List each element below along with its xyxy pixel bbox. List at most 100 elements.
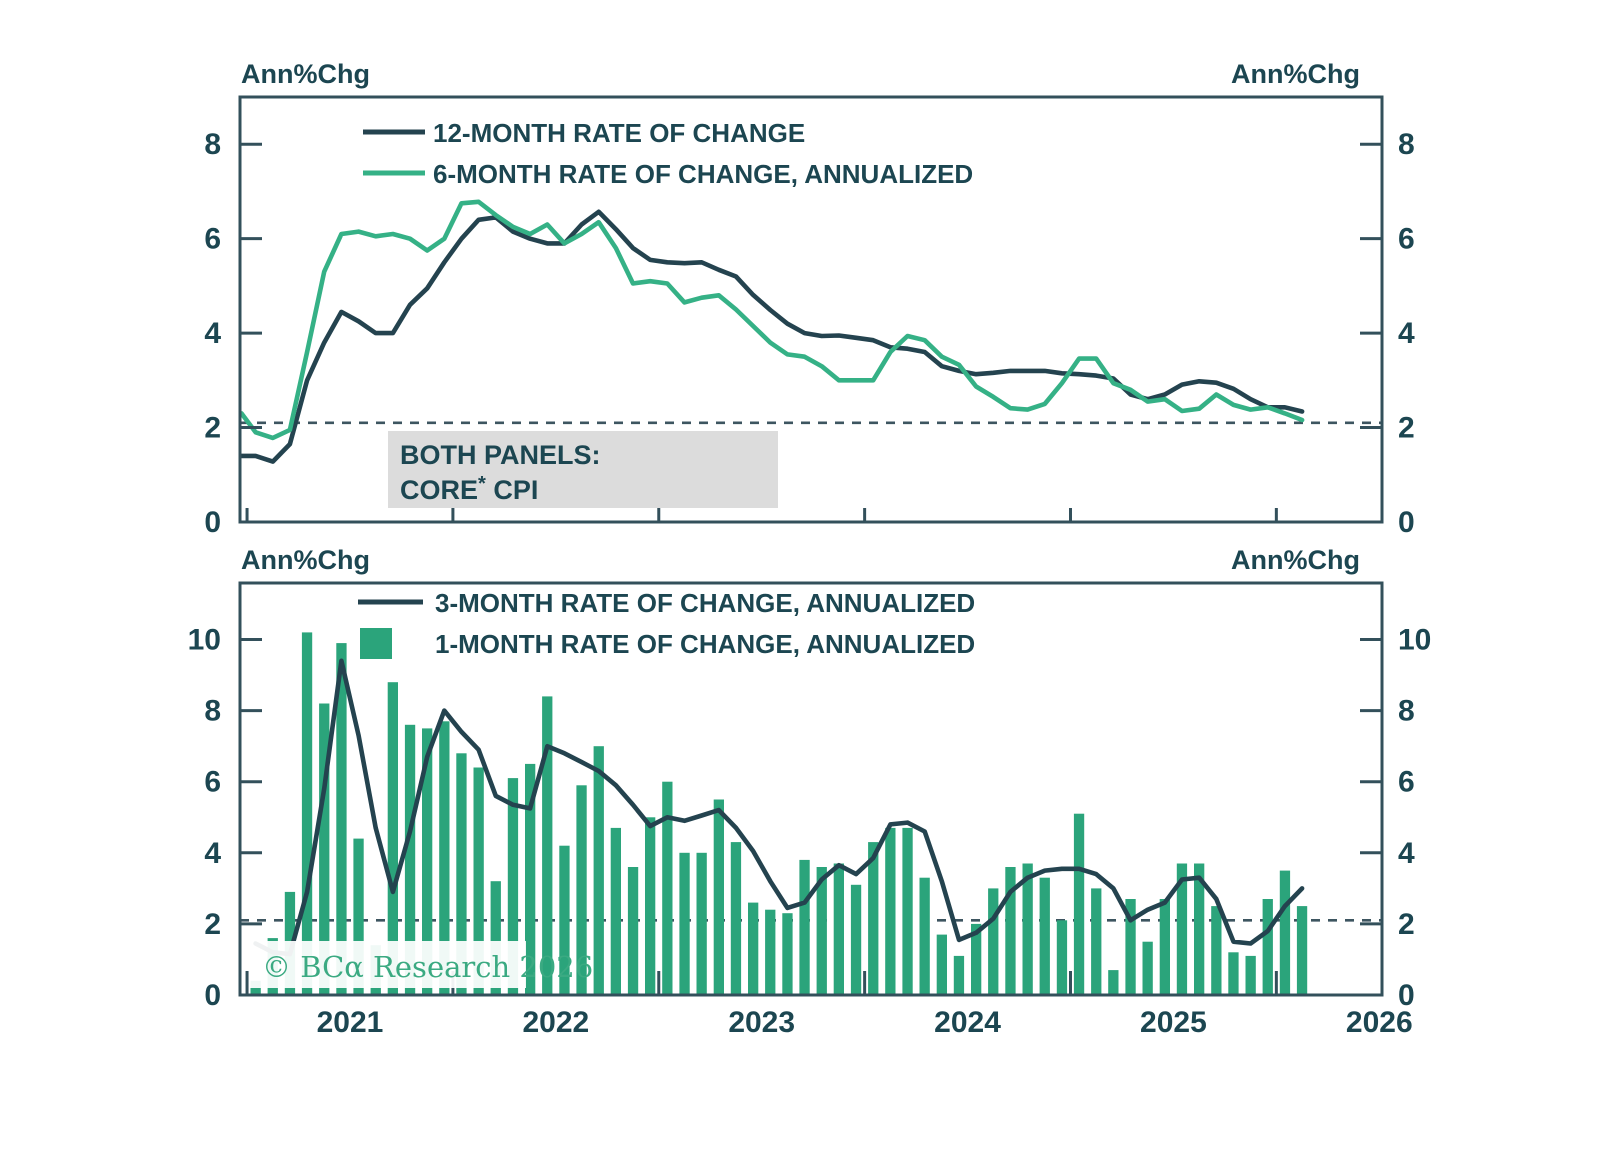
x-axis-year-label: 2026 (1346, 1006, 1413, 1039)
legend-label: 3-MONTH RATE OF CHANGE, ANNUALIZED (435, 588, 975, 618)
bar (799, 859, 810, 995)
y-axis-label-right: 4 (1398, 837, 1415, 870)
bar (490, 881, 501, 995)
y-axis-label-left: 6 (204, 223, 221, 256)
6-month-rate-of-change-annualized-line (239, 199, 1305, 441)
bar (336, 643, 347, 995)
bar (387, 682, 398, 995)
y-axis-label-left: 2 (204, 908, 221, 941)
legend-label: 1-MONTH RATE OF CHANGE, ANNUALIZED (435, 629, 975, 659)
bar (1005, 867, 1016, 995)
y-axis-label-left: 4 (204, 837, 221, 870)
y-axis-label-right: 6 (1398, 766, 1415, 799)
bar (456, 753, 467, 995)
x-axis-year-label: 2024 (934, 1006, 1001, 1039)
bar (1279, 870, 1291, 995)
panel-border (238, 581, 1384, 997)
bar (1091, 888, 1102, 995)
y-axis-label-right: 8 (1398, 695, 1415, 728)
y-axis-label-right: 4 (1398, 317, 1415, 350)
x-axis-year-label: 2022 (522, 1006, 589, 1039)
watermark-text: © BCα Research 2026 (262, 950, 593, 984)
axis-unit-label-right: Ann%Chg (1231, 59, 1360, 89)
x-axis-year-label: 2021 (317, 1006, 384, 1039)
top-panel: BOTH PANELS:CORE* CPI 0 0 2 2 4 4 6 6 8 8 Ann%Chg An… (204, 59, 1415, 539)
bar (507, 778, 519, 995)
y-axis-label-right: 2 (1398, 908, 1415, 941)
3-month-rate-of-change-annualized-line (253, 658, 1305, 957)
y-axis-label-left: 6 (204, 766, 221, 799)
y-axis-label-left: 0 (204, 506, 221, 539)
bar (1125, 899, 1136, 995)
bar (885, 827, 896, 995)
bar (936, 934, 947, 995)
bar (525, 763, 536, 995)
bar (1039, 877, 1050, 995)
y-axis-label-right: 8 (1398, 128, 1415, 161)
bar (988, 888, 999, 995)
bar (782, 913, 793, 995)
note-line-1: BOTH PANELS: (400, 440, 601, 470)
bar (696, 852, 707, 995)
legend: 3-MONTH RATE OF CHANGE, ANNUALIZED 1-MONT… (358, 588, 975, 659)
bar (1211, 906, 1222, 995)
bar (353, 838, 364, 995)
bar (971, 923, 982, 995)
bar (1194, 863, 1205, 995)
legend-bar-swatch (360, 628, 392, 659)
bar (404, 724, 416, 995)
bar (1022, 863, 1033, 995)
bar (850, 884, 862, 995)
y-axis-label-left: 8 (204, 695, 221, 728)
bottom-panel: © BCα Research 2026 0 0 2 2 4 4 6 6 8 8 10 10 Ann%Chg… (188, 545, 1432, 1039)
y-axis-label-right: 0 (1398, 979, 1415, 1012)
bar (953, 955, 965, 995)
y-axis-label-left: 8 (204, 128, 221, 161)
axis-unit-label-left: Ann%Chg (241, 545, 370, 575)
watermark: © BCα Research 2026 (250, 941, 593, 988)
axis-unit-label-left: Ann%Chg (241, 59, 370, 89)
bar (679, 852, 690, 995)
y-axis-label-left: 10 (188, 624, 221, 657)
bar (662, 781, 673, 995)
y-axis-label-right: 2 (1398, 412, 1415, 445)
bar (559, 845, 570, 995)
legend: 12-MONTH RATE OF CHANGE 6-MONTH RATE OF C… (363, 118, 973, 189)
bar (1245, 955, 1256, 995)
bar (1073, 813, 1085, 995)
bar (902, 827, 913, 995)
bar (1159, 899, 1170, 995)
x-axis-year-label: 2023 (728, 1006, 795, 1039)
bar (645, 817, 656, 996)
bar (1296, 906, 1308, 995)
bar (748, 902, 759, 995)
bar (868, 842, 879, 995)
y-axis-label-left: 4 (204, 317, 221, 350)
legend-label: 12-MONTH RATE OF CHANGE (433, 118, 805, 148)
note-box-background (388, 431, 778, 508)
bar (301, 632, 313, 995)
note-box: BOTH PANELS:CORE* CPI (388, 431, 778, 508)
axis-unit-label-right: Ann%Chg (1231, 545, 1360, 575)
y-axis-label-right: 10 (1398, 624, 1431, 657)
bar (1108, 970, 1119, 995)
note-line-2: CORE* CPI (400, 473, 538, 505)
bar (1142, 941, 1153, 995)
bar (1228, 952, 1239, 995)
bar (473, 767, 484, 995)
bar (593, 746, 604, 995)
y-axis-label-left: 0 (204, 979, 221, 1012)
y-axis-label-right: 6 (1398, 223, 1415, 256)
y-axis-label-left: 2 (204, 412, 221, 445)
bar (422, 728, 433, 995)
bar-series (250, 632, 1308, 996)
bar (765, 909, 776, 995)
bar (1176, 863, 1188, 995)
bar (919, 877, 930, 995)
bar (816, 867, 827, 995)
bar (627, 867, 639, 995)
bar (542, 696, 553, 995)
x-axis-year-label: 2025 (1140, 1006, 1207, 1039)
